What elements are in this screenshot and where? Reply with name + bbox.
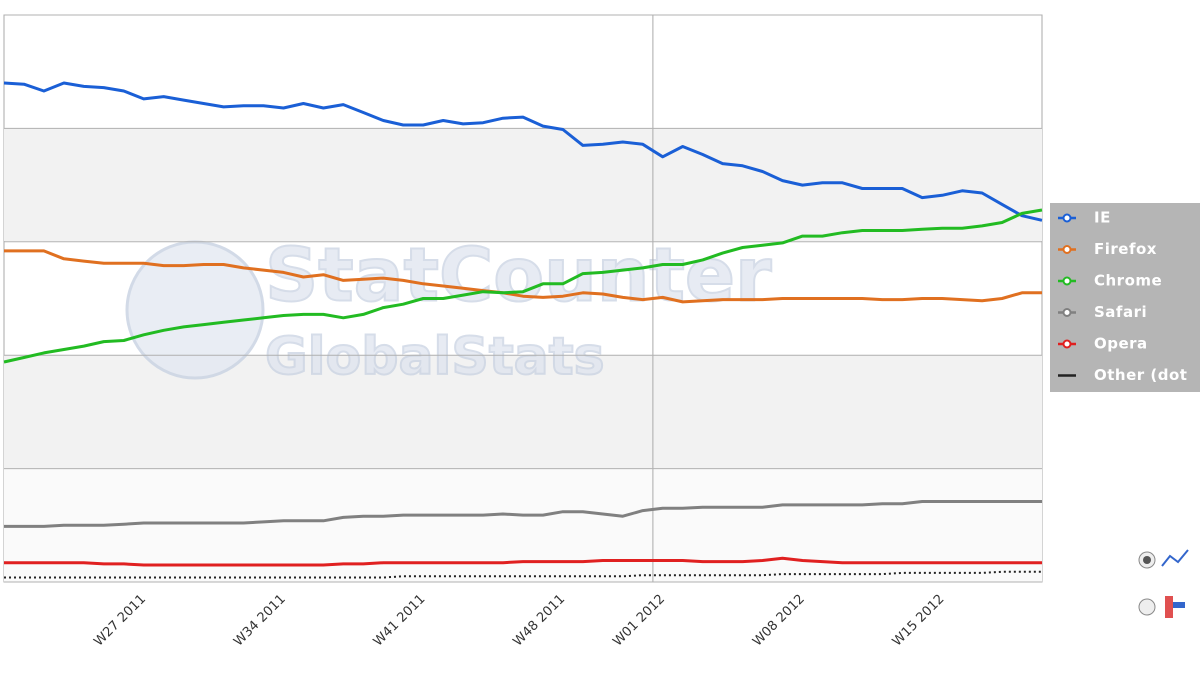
- series-lines: [3, 81, 1043, 579]
- legend-marker: [1062, 339, 1072, 349]
- series-line: [4, 570, 1042, 579]
- bar-icon: [1173, 602, 1185, 608]
- legend-box: [1050, 203, 1200, 392]
- legend-label: Opera: [1094, 335, 1148, 353]
- x-tick-label: W48 2011: [511, 592, 569, 650]
- legend-marker: [1062, 245, 1072, 254]
- x-tick-label: W34 2011: [231, 592, 289, 650]
- legend-label: Chrome: [1094, 272, 1162, 290]
- line-icon: [1161, 549, 1189, 567]
- bar-icon: [1165, 596, 1173, 618]
- legend-marker: [1062, 276, 1072, 286]
- legend-label: Other (dot: [1094, 366, 1187, 384]
- watermark-text: GlobalStats: [265, 327, 605, 387]
- series-line: [4, 556, 1042, 567]
- plot-band: [4, 128, 1042, 241]
- legend-label: Firefox: [1094, 240, 1157, 258]
- x-axis: W27 2011 W34 2011 W41 2011 W48 2011 W01 2012…: [91, 592, 947, 650]
- series-line: [4, 249, 1042, 304]
- watermark-text: StatCounter: [265, 233, 772, 319]
- x-tick-label: W08 2012: [750, 592, 808, 650]
- legend-marker: [1062, 213, 1072, 223]
- radio-dot: [1143, 556, 1151, 564]
- legend-label: Safari: [1094, 303, 1147, 321]
- watermark: StatCounter GlobalStats: [125, 232, 773, 388]
- x-tick-label: W15 2012: [890, 592, 948, 650]
- x-tick-label: W41 2011: [371, 592, 429, 650]
- grid: [4, 14, 1042, 583]
- series-line: [4, 500, 1042, 528]
- x-tick-label: W27 2011: [91, 592, 149, 650]
- legend-label: IE: [1094, 209, 1111, 227]
- x-tick-label: W01 2012: [610, 592, 668, 650]
- chart-type-switch: [1138, 549, 1189, 618]
- series-line: [3, 81, 1043, 222]
- legend: IE Firefox Chrome Safari Opera Other (dot: [1050, 203, 1200, 392]
- series-line: [3, 208, 1043, 364]
- radio-bar[interactable]: [1138, 598, 1156, 616]
- legend-marker: [1062, 308, 1072, 317]
